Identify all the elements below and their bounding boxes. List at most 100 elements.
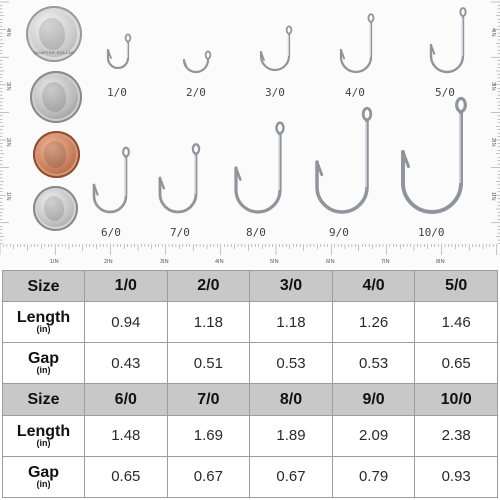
table-header-row: Size 1/0 2/0 3/0 4/0 5/0 (2, 269, 498, 303)
row-label-unit: (in) (36, 365, 51, 376)
hook-barb (340, 49, 346, 60)
table-cell: 9/0 (331, 383, 416, 416)
table-cell: 0.67 (249, 455, 333, 499)
hook-eye (204, 50, 212, 60)
right-ruler (491, 1, 500, 244)
hook-body (339, 21, 373, 74)
hooks-illustration (92, 7, 467, 214)
table-cell: 0.67 (166, 455, 251, 499)
coin-portrait (43, 195, 65, 222)
nickel-coin-icon (30, 71, 82, 123)
coin-portrait (44, 141, 66, 168)
row-label: Length (in) (2, 301, 85, 344)
hook-eye (275, 121, 285, 135)
table-header-row: Size 6/0 7/0 8/0 9/0 10/0 (2, 383, 498, 416)
row-label-text: Gap (27, 350, 60, 368)
table-row: Gap (in) 0.43 0.51 0.53 0.53 0.65 (2, 342, 498, 385)
penny-coin-icon (33, 131, 80, 178)
table-cell: 2.38 (414, 414, 498, 457)
hook-size-label: 3/0 (265, 86, 285, 99)
fishing-hook-icon (315, 106, 373, 214)
table-cell: 0.43 (84, 342, 168, 385)
hook-eye (459, 7, 467, 17)
row-label-text: Gap (27, 463, 60, 481)
table-cell: 3/0 (249, 269, 333, 303)
row-label-text: Length (16, 309, 71, 327)
hook-size-table: Size 1/0 2/0 3/0 4/0 5/0 Length (in) 0.9… (2, 269, 498, 499)
hook-body (259, 32, 291, 72)
table-cell: 0.93 (414, 455, 498, 499)
coin-portrait (42, 82, 67, 112)
hook-body (429, 15, 465, 74)
row-label: Size (2, 383, 85, 416)
hook-eye (361, 106, 373, 122)
coin-portrait (39, 18, 66, 50)
fishing-hook-icon (259, 25, 293, 72)
table-cell: 10/0 (414, 383, 498, 416)
fishing-hook-icon (401, 96, 467, 214)
hook-size-label: 9/0 (329, 226, 349, 239)
table-cell: 4/0 (331, 269, 416, 303)
row-label: Gap (in) (2, 455, 85, 499)
ruler-label: 3IN (160, 259, 169, 265)
hook-barb (234, 166, 242, 181)
product-photo: 4IN 3IN 2IN 1IN 4IN 3IN 2IN 1IN 1IN 2IN … (0, 1, 500, 265)
hook-body (92, 155, 128, 214)
table-cell: 7/0 (166, 383, 251, 416)
table-cell: 0.65 (414, 342, 498, 385)
hook-size-label: 10/0 (418, 226, 445, 239)
fishing-hook-icon (234, 121, 285, 214)
hook-barb (107, 49, 112, 59)
left-ruler (0, 1, 9, 244)
row-label: Length (in) (2, 414, 85, 457)
hook-eye (455, 96, 467, 114)
hook-barb (401, 150, 410, 168)
ruler-label: 8IN (436, 259, 445, 265)
table-cell: 1.18 (249, 301, 333, 344)
ruler-label: 7IN (381, 259, 390, 265)
hook-eye (367, 13, 375, 23)
table-row: Length (in) 0.94 1.18 1.18 1.26 1.46 (2, 301, 498, 344)
table-cell: 1.26 (331, 301, 416, 344)
table-cell: 2.09 (331, 414, 416, 457)
table-cell: 1/0 (84, 269, 168, 303)
hook-barb (92, 183, 99, 196)
hook-body (158, 152, 198, 214)
ruler-label: 1IN (50, 259, 59, 265)
table-row: Length (in) 1.48 1.69 1.89 2.09 2.38 (2, 414, 498, 457)
fishing-hook-icon (429, 7, 467, 74)
hook-size-label: 4/0 (345, 86, 365, 99)
hook-size-label: 1/0 (107, 86, 127, 99)
hook-body (234, 132, 282, 214)
table-cell: 1.46 (414, 301, 498, 344)
hook-eye (191, 143, 201, 155)
table-cell: 1.69 (166, 414, 251, 457)
table-cell: 5/0 (414, 269, 498, 303)
hook-body (315, 118, 369, 214)
hook-barb (430, 44, 436, 55)
table-cell: 0.79 (331, 455, 416, 499)
hook-size-label: 5/0 (435, 86, 455, 99)
hook-body (182, 57, 210, 74)
hook-barb (315, 160, 324, 177)
row-label-text: Length (16, 422, 71, 440)
hook-size-label: 7/0 (170, 226, 190, 239)
hook-eye (285, 25, 293, 35)
table-cell: 2/0 (166, 269, 251, 303)
table-cell: 0.53 (331, 342, 416, 385)
hook-barb (158, 176, 166, 190)
coin-text: QUARTER DOLLAR (33, 50, 75, 55)
ruler-label: 5IN (270, 259, 279, 265)
bottom-ruler (0, 244, 498, 255)
fishing-hook-icon (182, 50, 212, 74)
hook-size-label: 6/0 (101, 226, 121, 239)
fishing-hook-icon (106, 33, 132, 70)
hook-body (401, 110, 463, 214)
table-cell: 6/0 (84, 383, 168, 416)
hook-size-label: 8/0 (246, 226, 266, 239)
quarter-coin-icon: QUARTER DOLLAR (26, 6, 82, 62)
fishing-hook-icon (339, 13, 375, 74)
row-label-unit: (in) (36, 324, 51, 335)
fishing-hook-icon (158, 143, 201, 214)
table-cell: 0.94 (84, 301, 168, 344)
